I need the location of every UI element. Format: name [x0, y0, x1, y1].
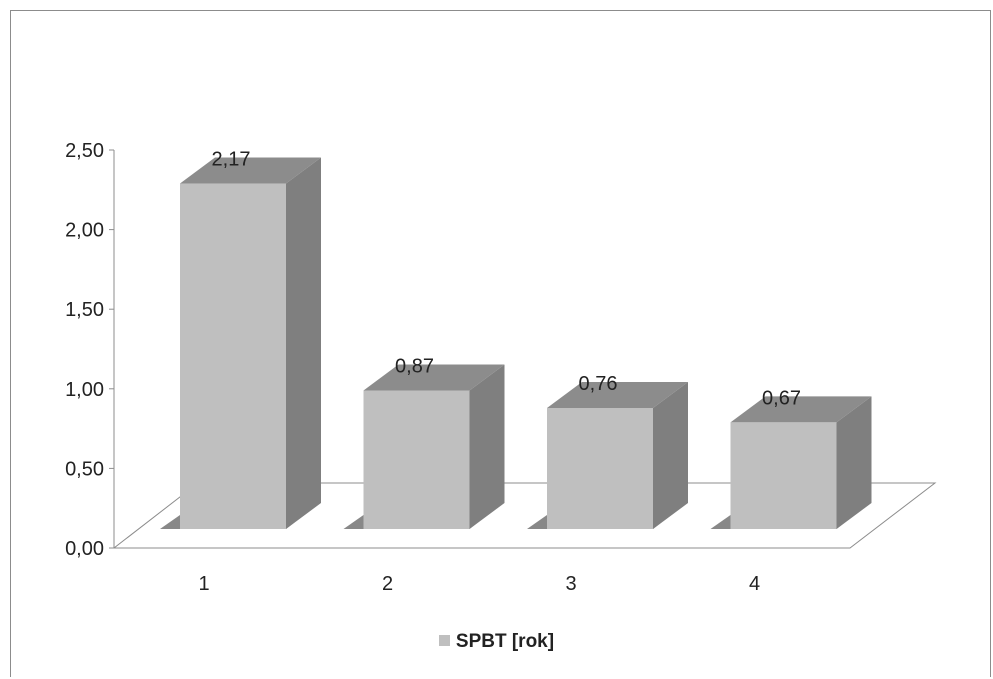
bar-side-face [653, 382, 688, 529]
bar-side-face [836, 396, 872, 529]
x-tick-label: 2 [382, 573, 393, 595]
bar-front-1 [180, 183, 286, 529]
data-label: 2,17 [212, 149, 251, 171]
y-tick-label: 2,50 [65, 140, 104, 162]
x-tick-label: 1 [198, 573, 209, 595]
bar-top-face [180, 157, 321, 184]
data-label: 0,67 [762, 387, 801, 409]
y-tick-label: 1,00 [65, 379, 104, 401]
bars-layer [160, 157, 872, 529]
x-tick-label: 3 [565, 573, 576, 595]
y-tick-label: 0,50 [65, 458, 104, 480]
legend: SPBT [rok] [0, 631, 993, 653]
y-tick-label: 2,00 [65, 220, 104, 242]
bar-top-face [547, 382, 688, 409]
bar-front-2 [363, 390, 470, 529]
bar-top-face [730, 396, 872, 423]
y-tick-label: 1,50 [65, 299, 104, 321]
legend-label: SPBT [rok] [455, 631, 555, 652]
bar-side-face [469, 364, 505, 529]
bar-top-face [363, 364, 505, 391]
data-label: 0,87 [395, 355, 434, 377]
bar-side-face [286, 157, 321, 529]
bar-front-4 [730, 422, 837, 529]
bar-front-3 [547, 408, 653, 529]
chart-frame [10, 10, 991, 677]
y-tick-label: 0,00 [65, 538, 104, 560]
labels-layer: 0,00 0,50 1,00 1,50 2,00 2,50 2,17 1 0,87 2 0,76 3 0… [65, 140, 801, 595]
x-tick-label: 4 [749, 573, 760, 595]
legend-swatch [438, 635, 450, 646]
data-label: 0,76 [579, 373, 618, 395]
